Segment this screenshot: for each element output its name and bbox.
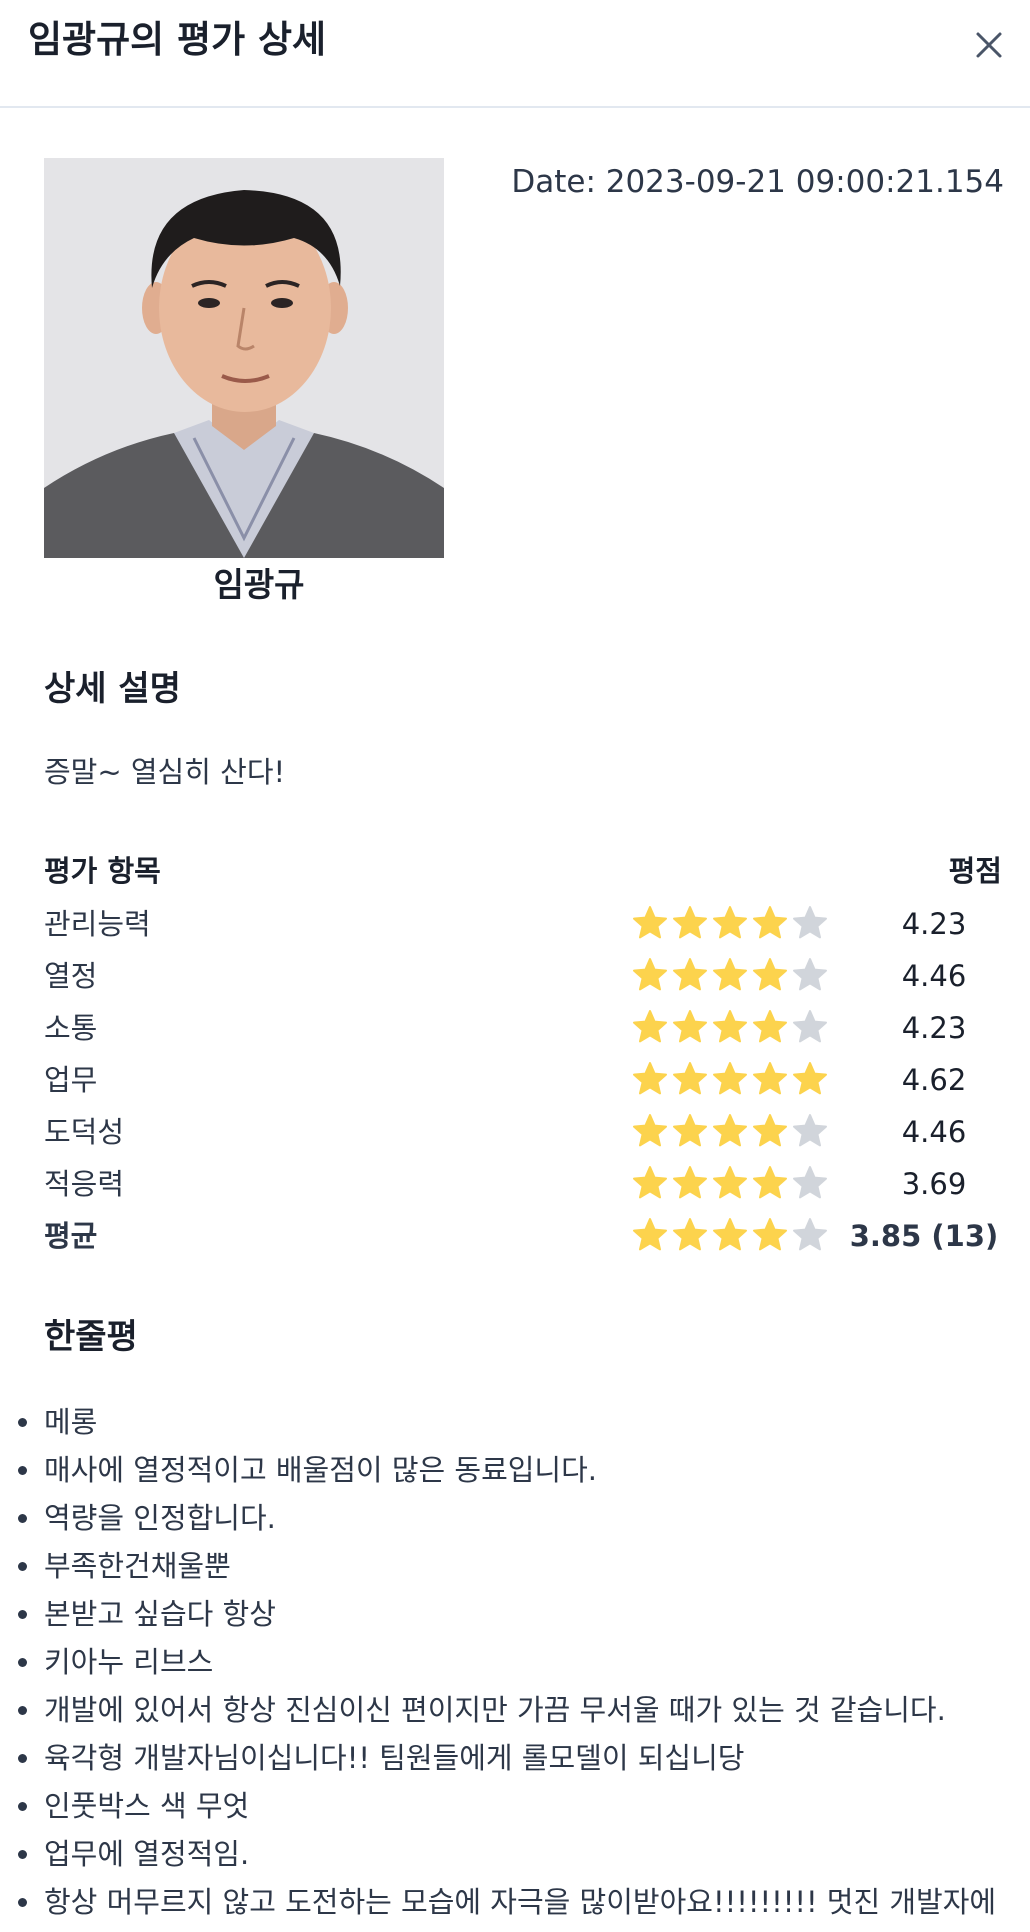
detail-section-title: 상세 설명: [44, 669, 181, 709]
rating-score: 4.23: [901, 1011, 967, 1045]
comment-item: 육각형 개발자님이십니다!! 팀원들에게 롤모델이 되십니당: [18, 1734, 1014, 1782]
star-rating: [632, 1217, 828, 1255]
rating-row: 소통 4.23: [44, 1002, 1002, 1054]
comment-item: 키아누 리브스: [18, 1638, 1014, 1686]
star-filled-icon: [633, 1218, 667, 1251]
star-filled-icon: [673, 1062, 707, 1095]
star-filled-icon: [753, 1218, 787, 1251]
comment-item: 항상 머무르지 않고 도전하는 모습에 자극을 많이받아요!!!!!!!!! 멋…: [18, 1878, 1014, 1926]
star-filled-icon: [633, 1114, 667, 1147]
star-filled-icon: [753, 1010, 787, 1043]
rating-score: 4.46: [901, 1115, 967, 1149]
star-empty-icon: [793, 1166, 827, 1199]
star-filled-icon: [753, 1062, 787, 1095]
star-filled-icon: [713, 1166, 747, 1199]
rating-row: 열정 4.46: [44, 950, 1002, 1002]
star-filled-icon: [793, 1062, 827, 1095]
rating-label: 소통: [44, 1011, 98, 1045]
rating-score-header: 평점: [948, 854, 1002, 888]
rating-label: 업무: [44, 1063, 98, 1097]
star-filled-icon: [713, 1114, 747, 1147]
star-rating: [632, 1165, 828, 1203]
average-label: 평균: [44, 1219, 98, 1253]
comment-item: 매사에 열정적이고 배울점이 많은 동료입니다.: [18, 1446, 1014, 1494]
comment-list: 메롱 매사에 열정적이고 배울점이 많은 동료입니다. 역량을 인정합니다. 부…: [18, 1398, 1014, 1926]
comment-item: 인풋박스 색 무엇: [18, 1782, 1014, 1830]
comment-item: 본받고 싶습다 항상: [18, 1590, 1014, 1638]
star-filled-icon: [673, 1166, 707, 1199]
employee-name: 임광규: [213, 565, 305, 604]
rating-score: 4.46: [901, 959, 967, 993]
comments-section-title: 한줄평: [44, 1317, 138, 1357]
close-button[interactable]: [966, 22, 1012, 68]
evaluation-date: Date: 2023-09-21 09:00:21.154: [511, 164, 1004, 200]
star-filled-icon: [673, 1218, 707, 1251]
star-filled-icon: [633, 1166, 667, 1199]
rating-row: 관리능력 4.23: [44, 898, 1002, 950]
modal-header: 임광규의 평가 상세: [0, 0, 1030, 108]
star-empty-icon: [793, 1218, 827, 1251]
rating-row: 적응력 3.69: [44, 1158, 1002, 1210]
star-filled-icon: [673, 1114, 707, 1147]
rating-score: 4.62: [901, 1063, 967, 1097]
rating-label: 도덕성: [44, 1115, 125, 1149]
star-filled-icon: [753, 1114, 787, 1147]
star-filled-icon: [673, 1010, 707, 1043]
comment-item: 업무에 열정적임.: [18, 1830, 1014, 1878]
star-empty-icon: [793, 906, 827, 939]
rating-average-row: 평균 3.85 (13): [44, 1210, 1002, 1262]
rating-score: 4.23: [901, 907, 967, 941]
rating-score: 3.69: [901, 1167, 967, 1201]
rating-row: 도덕성 4.46: [44, 1106, 1002, 1158]
average-score: 3.85 (13): [849, 1219, 999, 1253]
star-filled-icon: [713, 906, 747, 939]
star-filled-icon: [633, 1062, 667, 1095]
comment-item: 개발에 있어서 항상 진심이신 편이지만 가끔 무서울 때가 있는 것 같습니다…: [18, 1686, 1014, 1734]
rating-label: 열정: [44, 959, 98, 993]
star-filled-icon: [673, 906, 707, 939]
rating-label: 적응력: [44, 1167, 125, 1201]
star-filled-icon: [713, 1218, 747, 1251]
rating-row: 업무 4.62: [44, 1054, 1002, 1106]
rating-table-header: 평가 항목 평점: [44, 848, 1002, 894]
star-empty-icon: [793, 1010, 827, 1043]
star-rating: [632, 905, 828, 943]
star-rating: [632, 957, 828, 995]
comment-item: 부족한건채울뿐: [18, 1542, 1014, 1590]
rating-label: 관리능력: [44, 907, 151, 941]
comment-item: 메롱: [18, 1398, 1014, 1446]
star-filled-icon: [633, 1010, 667, 1043]
modal-title: 임광규의 평가 상세: [28, 18, 327, 61]
star-filled-icon: [753, 1166, 787, 1199]
star-filled-icon: [633, 906, 667, 939]
star-rating: [632, 1113, 828, 1151]
star-filled-icon: [633, 958, 667, 991]
star-empty-icon: [793, 1114, 827, 1147]
star-empty-icon: [793, 958, 827, 991]
star-rating: [632, 1009, 828, 1047]
star-filled-icon: [753, 958, 787, 991]
star-filled-icon: [713, 958, 747, 991]
star-filled-icon: [673, 958, 707, 991]
star-filled-icon: [753, 906, 787, 939]
close-icon: [976, 32, 1002, 58]
rating-item-header: 평가 항목: [44, 854, 161, 888]
star-rating: [632, 1061, 828, 1099]
comment-item: 역량을 인정합니다.: [18, 1494, 1014, 1542]
star-filled-icon: [713, 1010, 747, 1043]
detail-description: 증말~ 열심히 산다!: [44, 755, 286, 789]
profile-photo: [44, 158, 444, 558]
star-filled-icon: [713, 1062, 747, 1095]
